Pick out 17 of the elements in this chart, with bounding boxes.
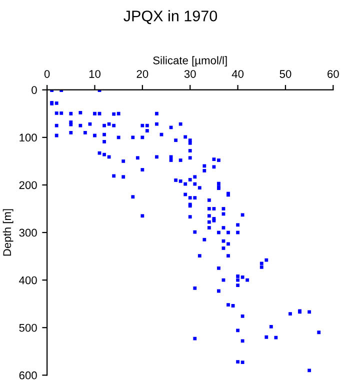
x-tick-label: 20 (136, 70, 148, 78)
y-tick-label: 500 (19, 324, 37, 332)
y-tick-label: 600 (19, 371, 37, 380)
y-axis-title: Depth [m] (2, 209, 14, 256)
y-tick-label: 100 (20, 134, 37, 142)
y-tick-label: 0 (32, 86, 37, 94)
x-tick-label: 0 (44, 70, 50, 78)
x-tick-label: 30 (184, 70, 196, 78)
x-tick-label: 50 (280, 70, 292, 78)
y-tick-label: 300 (19, 228, 37, 237)
x-axis-title: Silicate [µmol/l] (153, 56, 227, 67)
chart-title: JPQX in 1970 (124, 10, 218, 24)
y-tick-label: 400 (19, 276, 37, 284)
x-tick-label: 10 (89, 70, 100, 78)
x-tick-label: 60 (328, 70, 339, 78)
x-tick-label: 40 (232, 70, 244, 78)
y-tick-label: 200 (19, 181, 37, 190)
